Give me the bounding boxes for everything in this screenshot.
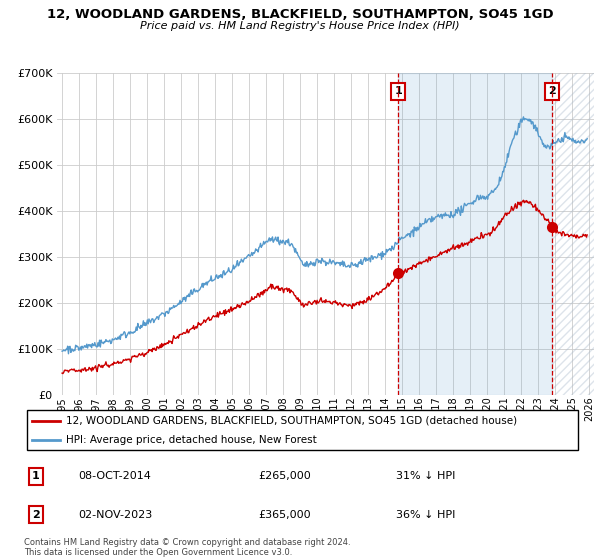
Text: 2: 2 <box>548 86 556 96</box>
Text: 12, WOODLAND GARDENS, BLACKFIELD, SOUTHAMPTON, SO45 1GD (detached house): 12, WOODLAND GARDENS, BLACKFIELD, SOUTHA… <box>66 416 517 426</box>
Text: 2: 2 <box>32 510 40 520</box>
Text: 12, WOODLAND GARDENS, BLACKFIELD, SOUTHAMPTON, SO45 1GD: 12, WOODLAND GARDENS, BLACKFIELD, SOUTHA… <box>47 8 553 21</box>
Text: 1: 1 <box>394 86 402 96</box>
Text: 1: 1 <box>32 472 40 482</box>
Text: 02-NOV-2023: 02-NOV-2023 <box>78 510 152 520</box>
FancyBboxPatch shape <box>27 410 578 450</box>
Text: 36% ↓ HPI: 36% ↓ HPI <box>396 510 455 520</box>
Bar <box>552 73 594 395</box>
Text: HPI: Average price, detached house, New Forest: HPI: Average price, detached house, New … <box>66 435 317 445</box>
Text: 31% ↓ HPI: 31% ↓ HPI <box>396 472 455 482</box>
Text: £365,000: £365,000 <box>258 510 311 520</box>
Text: Price paid vs. HM Land Registry's House Price Index (HPI): Price paid vs. HM Land Registry's House … <box>140 21 460 31</box>
Bar <box>398 73 552 395</box>
Text: Contains HM Land Registry data © Crown copyright and database right 2024.
This d: Contains HM Land Registry data © Crown c… <box>24 538 350 557</box>
Text: £265,000: £265,000 <box>258 472 311 482</box>
Bar <box>552 73 594 395</box>
Text: 08-OCT-2014: 08-OCT-2014 <box>78 472 151 482</box>
